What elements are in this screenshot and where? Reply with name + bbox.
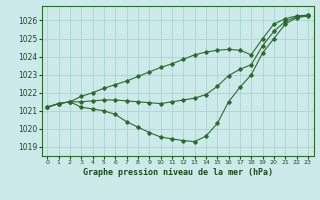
X-axis label: Graphe pression niveau de la mer (hPa): Graphe pression niveau de la mer (hPa) — [83, 168, 273, 177]
